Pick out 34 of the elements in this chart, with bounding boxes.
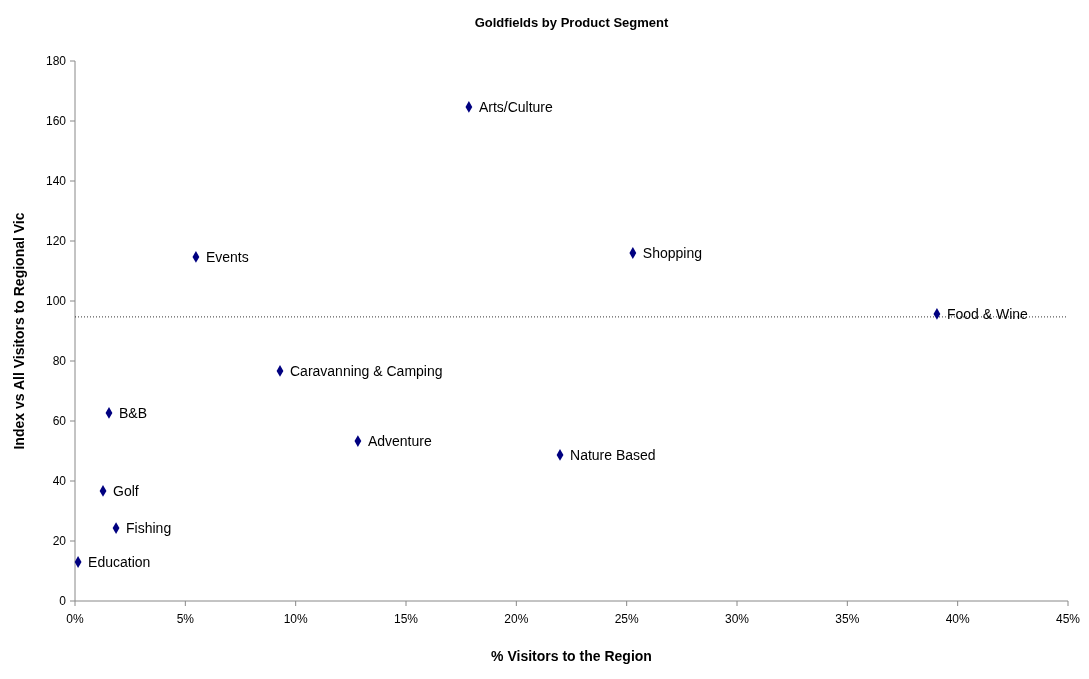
annotation: Nature Based	[570, 446, 656, 463]
x-axis-title: % Visitors to the Region	[491, 648, 652, 664]
y-tick-label: 120	[45, 234, 67, 248]
annotation: Caravanning & Camping	[290, 362, 443, 379]
x-tick-label: 15%	[393, 612, 419, 626]
y-tick-label: 40	[52, 474, 67, 488]
y-tick-label: 0	[59, 594, 67, 608]
chart-title: Goldfields by Product Segment	[474, 15, 669, 30]
x-tick-label: 40%	[945, 612, 970, 626]
annotation: Fishing	[126, 520, 172, 537]
x-tick-label: 20%	[504, 612, 529, 626]
y-tick-label: 20	[52, 534, 67, 548]
x-tick-label: 35%	[835, 612, 860, 626]
y-tick-label: 60	[52, 414, 67, 428]
annotation: Arts/Culture	[478, 98, 554, 115]
x-tick-label: 25%	[614, 612, 639, 626]
y-tick-label: 140	[45, 174, 67, 188]
annotation: Golf	[113, 482, 139, 499]
y-tick-label: 80	[52, 354, 67, 368]
x-tick-label: 45%	[1055, 612, 1081, 626]
annotation: B&B	[118, 404, 147, 421]
y-tick-label: 100	[45, 294, 67, 308]
x-tick-label: 5%	[176, 612, 195, 626]
annotation: Food & Wine	[946, 305, 1029, 322]
annotation: Shopping	[642, 245, 703, 261]
x-tick-label: 30%	[724, 612, 750, 626]
y-axis-title: Index vs All Visitors to Regional Vic	[11, 212, 27, 450]
annotation: Education	[88, 554, 151, 570]
x-tick-label: 10%	[283, 612, 308, 626]
y-tick-label: 160	[45, 114, 67, 128]
y-tick-label: 180	[45, 54, 67, 68]
annotation: Events	[205, 248, 249, 265]
annotation: Adventure	[367, 433, 432, 450]
x-tick-label: 0%	[66, 612, 84, 626]
